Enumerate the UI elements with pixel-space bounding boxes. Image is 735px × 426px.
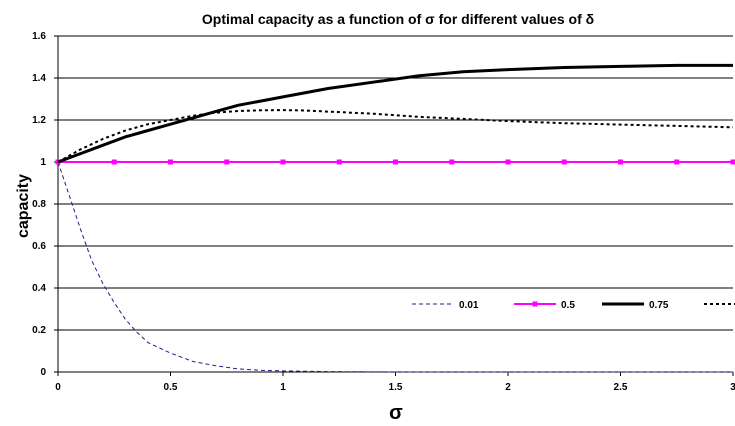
legend-marker-0.5 <box>532 301 538 307</box>
legend-label-0.75: 0.75 <box>649 300 669 311</box>
x-axis-label: σ <box>389 402 403 424</box>
x-tick-label: 1 <box>280 382 286 393</box>
y-tick-label: 1 <box>40 157 46 168</box>
y-tick-label: 1.2 <box>32 115 46 126</box>
series-marker-0.5 <box>618 159 623 165</box>
tick-labels: 0 0.2 0.4 0.6 0.8 1 1.2 1.4 1.6 0 0.5 1 1.5 2 2.5 3 <box>32 31 735 393</box>
series-line-0.01 <box>57 161 733 373</box>
series-marker-0.5 <box>336 159 342 165</box>
series-marker-0.5 <box>280 159 286 165</box>
y-tick-label: 1.4 <box>32 73 46 84</box>
series-marker-0.5 <box>168 159 173 165</box>
series-marker-0.5 <box>561 159 567 165</box>
x-tick-label: 0 <box>55 382 61 393</box>
chart-title: Optimal capacity as a function of σ for … <box>202 11 594 27</box>
series-marker-0.5 <box>674 159 680 165</box>
series-marker-0.5 <box>224 159 230 165</box>
legend-label-0.01: 0.01 <box>459 300 479 311</box>
y-tick-label: 0.2 <box>32 325 46 336</box>
axes <box>54 35 734 376</box>
series-lines <box>55 63 735 373</box>
y-axis-label: capacity <box>15 174 32 238</box>
legend: 0.010.50.750.9 <box>412 300 735 311</box>
y-tick-label: 0.4 <box>32 283 46 294</box>
series-line-0.75 <box>57 63 733 164</box>
y-tick-label: 0 <box>40 367 46 378</box>
x-tick-label: 3 <box>730 382 735 393</box>
series-marker-0.5 <box>505 159 511 165</box>
series-marker-0.5 <box>111 159 117 165</box>
x-tick-label: 1.5 <box>389 382 403 393</box>
x-tick-label: 2 <box>505 382 511 393</box>
x-tick-label: 2.5 <box>614 382 628 393</box>
y-tick-label: 1.6 <box>32 31 46 42</box>
y-tick-label: 0.6 <box>32 241 46 252</box>
series-marker-0.5 <box>449 159 455 165</box>
y-tick-label: 0.8 <box>32 199 46 210</box>
series-marker-0.5 <box>730 159 735 165</box>
series-line-0.9 <box>57 109 734 163</box>
legend-label-0.5: 0.5 <box>561 300 575 311</box>
x-tick-label: 0.5 <box>164 382 178 393</box>
series-marker-0.5 <box>393 159 398 165</box>
